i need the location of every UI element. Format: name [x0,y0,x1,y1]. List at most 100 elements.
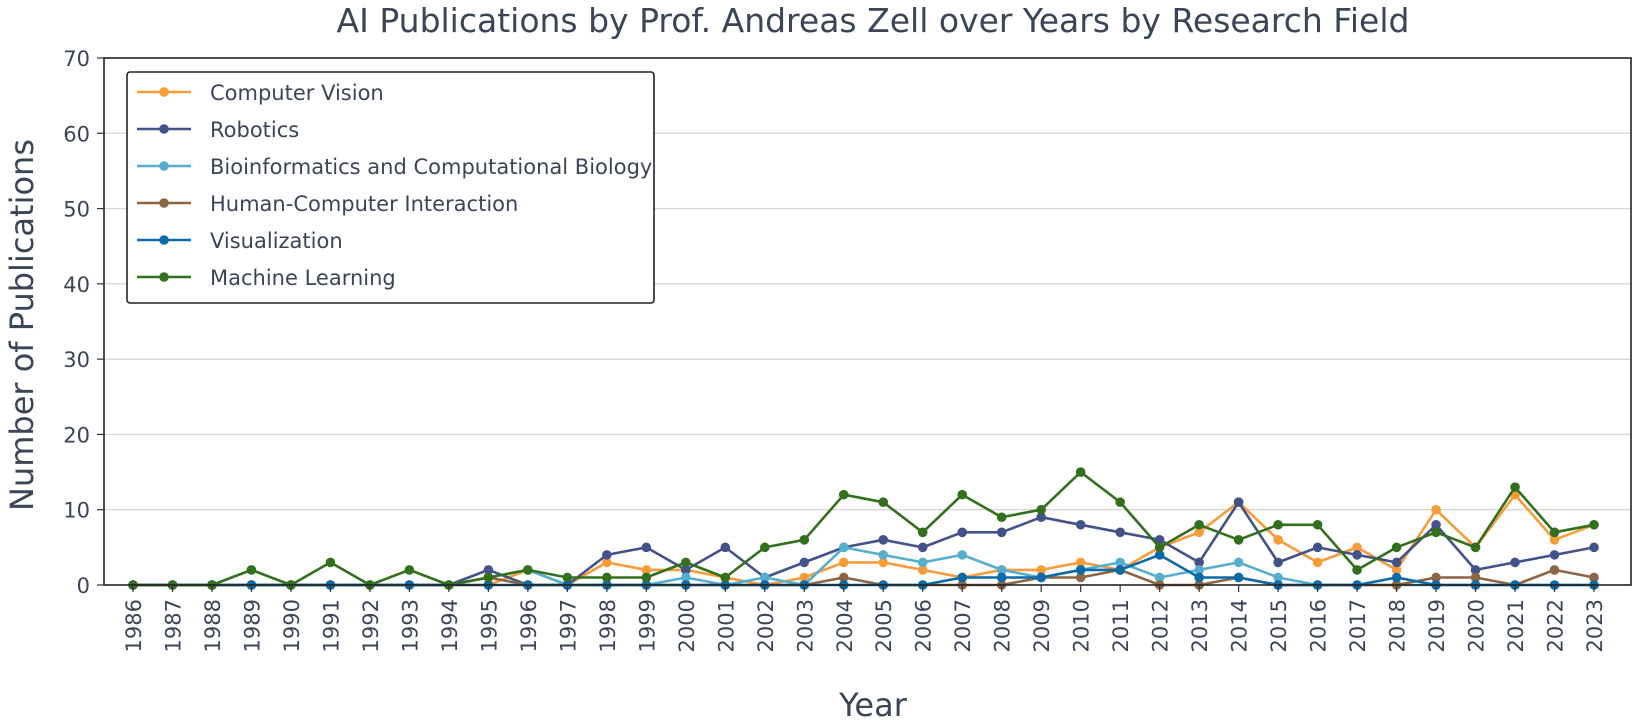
data-point [799,557,810,568]
data-point [996,512,1007,523]
x-tick-label: 1995 [477,599,501,652]
data-point [917,542,928,553]
y-axis: 0 10 20 30 40 50 60 70 [63,47,104,598]
x-tick-label: 1987 [161,599,185,652]
data-point [1431,504,1441,515]
data-point [1352,565,1362,575]
data-point [1194,572,1204,583]
plot-frame [103,57,1632,586]
data-point [681,565,691,575]
data-point [1154,542,1165,553]
x-tick-label: 2022 [1544,599,1568,652]
data-point [1391,565,1402,575]
data-point [917,527,928,538]
data-point [602,557,612,568]
x-tick-label: 1993 [398,599,422,652]
data-point [1352,550,1362,560]
legend-marker [159,235,169,245]
data-point [1075,519,1086,530]
data-point [1470,572,1481,583]
data-point [1470,565,1481,575]
data-point [1233,557,1244,568]
y-tick-label: 30 [63,348,90,372]
data-point [838,542,849,553]
data-point [1075,565,1086,575]
x-tick-label: 1986 [122,599,146,652]
series-line [133,546,1594,587]
data-point [1589,572,1599,583]
data-point [681,572,691,583]
data-point [1312,557,1323,568]
data-point [917,565,928,575]
data-point [799,572,810,583]
data-point [838,557,849,568]
legend-entry: Bioinformatics and Computational Biology [137,155,652,179]
data-point [1115,497,1125,507]
legend-label: Computer Vision [210,81,384,105]
data-point [641,565,652,575]
data-point [1431,527,1441,538]
legend-entry: Machine Learning [137,266,396,290]
data-point [1431,572,1441,583]
data-point [759,542,770,553]
series-line [133,500,1595,587]
legend-marker [159,161,169,171]
data-point [483,572,494,583]
y-tick-label: 50 [63,198,90,222]
legend-label: Human-Computer Interaction [210,192,518,216]
y-tick-label: 60 [63,122,90,146]
y-tick-label: 70 [63,47,90,71]
data-point [917,557,928,568]
series-1 [128,497,1599,590]
data-point [1036,572,1046,583]
x-tick-label: 2023 [1583,599,1607,652]
x-tick-label: 2008 [991,599,1015,652]
data-point [878,497,889,507]
data-point [957,550,968,560]
data-point [325,557,336,568]
y-tick-label: 0 [77,574,90,598]
data-point [602,572,612,583]
data-point [1549,535,1560,545]
data-point [1075,467,1086,477]
x-tick-label: 2002 [754,599,778,652]
chart-title: AI Publications by Prof. Andreas Zell ov… [337,1,1410,40]
data-point [681,557,691,568]
data-point [1273,535,1283,545]
data-point [1194,565,1204,575]
data-point [1510,557,1520,568]
data-point [1036,512,1046,523]
data-point [957,527,968,538]
legend-marker [159,124,169,134]
data-point [1273,572,1283,583]
data-point [799,535,810,545]
data-point [878,550,889,560]
data-point [246,565,257,575]
data-point [1273,519,1283,530]
x-tick-label: 2018 [1386,599,1410,652]
legend-entry: Visualization [137,229,343,253]
x-tick-label: 2004 [833,599,857,652]
x-tick-label: 2011 [1109,599,1133,652]
data-point [957,572,968,583]
legend-entry: Robotics [137,118,299,142]
x-tick-label: 1994 [438,599,462,652]
data-point [1589,542,1599,553]
data-point [838,489,849,500]
x-tick-label: 2012 [1149,599,1173,652]
data-point [1075,572,1086,583]
data-point [1115,565,1125,575]
data-point [1233,535,1244,545]
x-tick-label: 2014 [1228,599,1252,652]
data-point [1036,565,1046,575]
data-point [720,572,731,583]
data-point [1391,542,1402,553]
x-tick-label: 2006 [912,599,936,652]
data-point [838,572,849,583]
data-point [1431,519,1441,530]
legend-label: Machine Learning [210,266,396,290]
legend-box [126,71,655,304]
legend-marker [159,87,169,97]
data-point [1036,504,1046,515]
x-tick-label: 1991 [319,599,343,652]
